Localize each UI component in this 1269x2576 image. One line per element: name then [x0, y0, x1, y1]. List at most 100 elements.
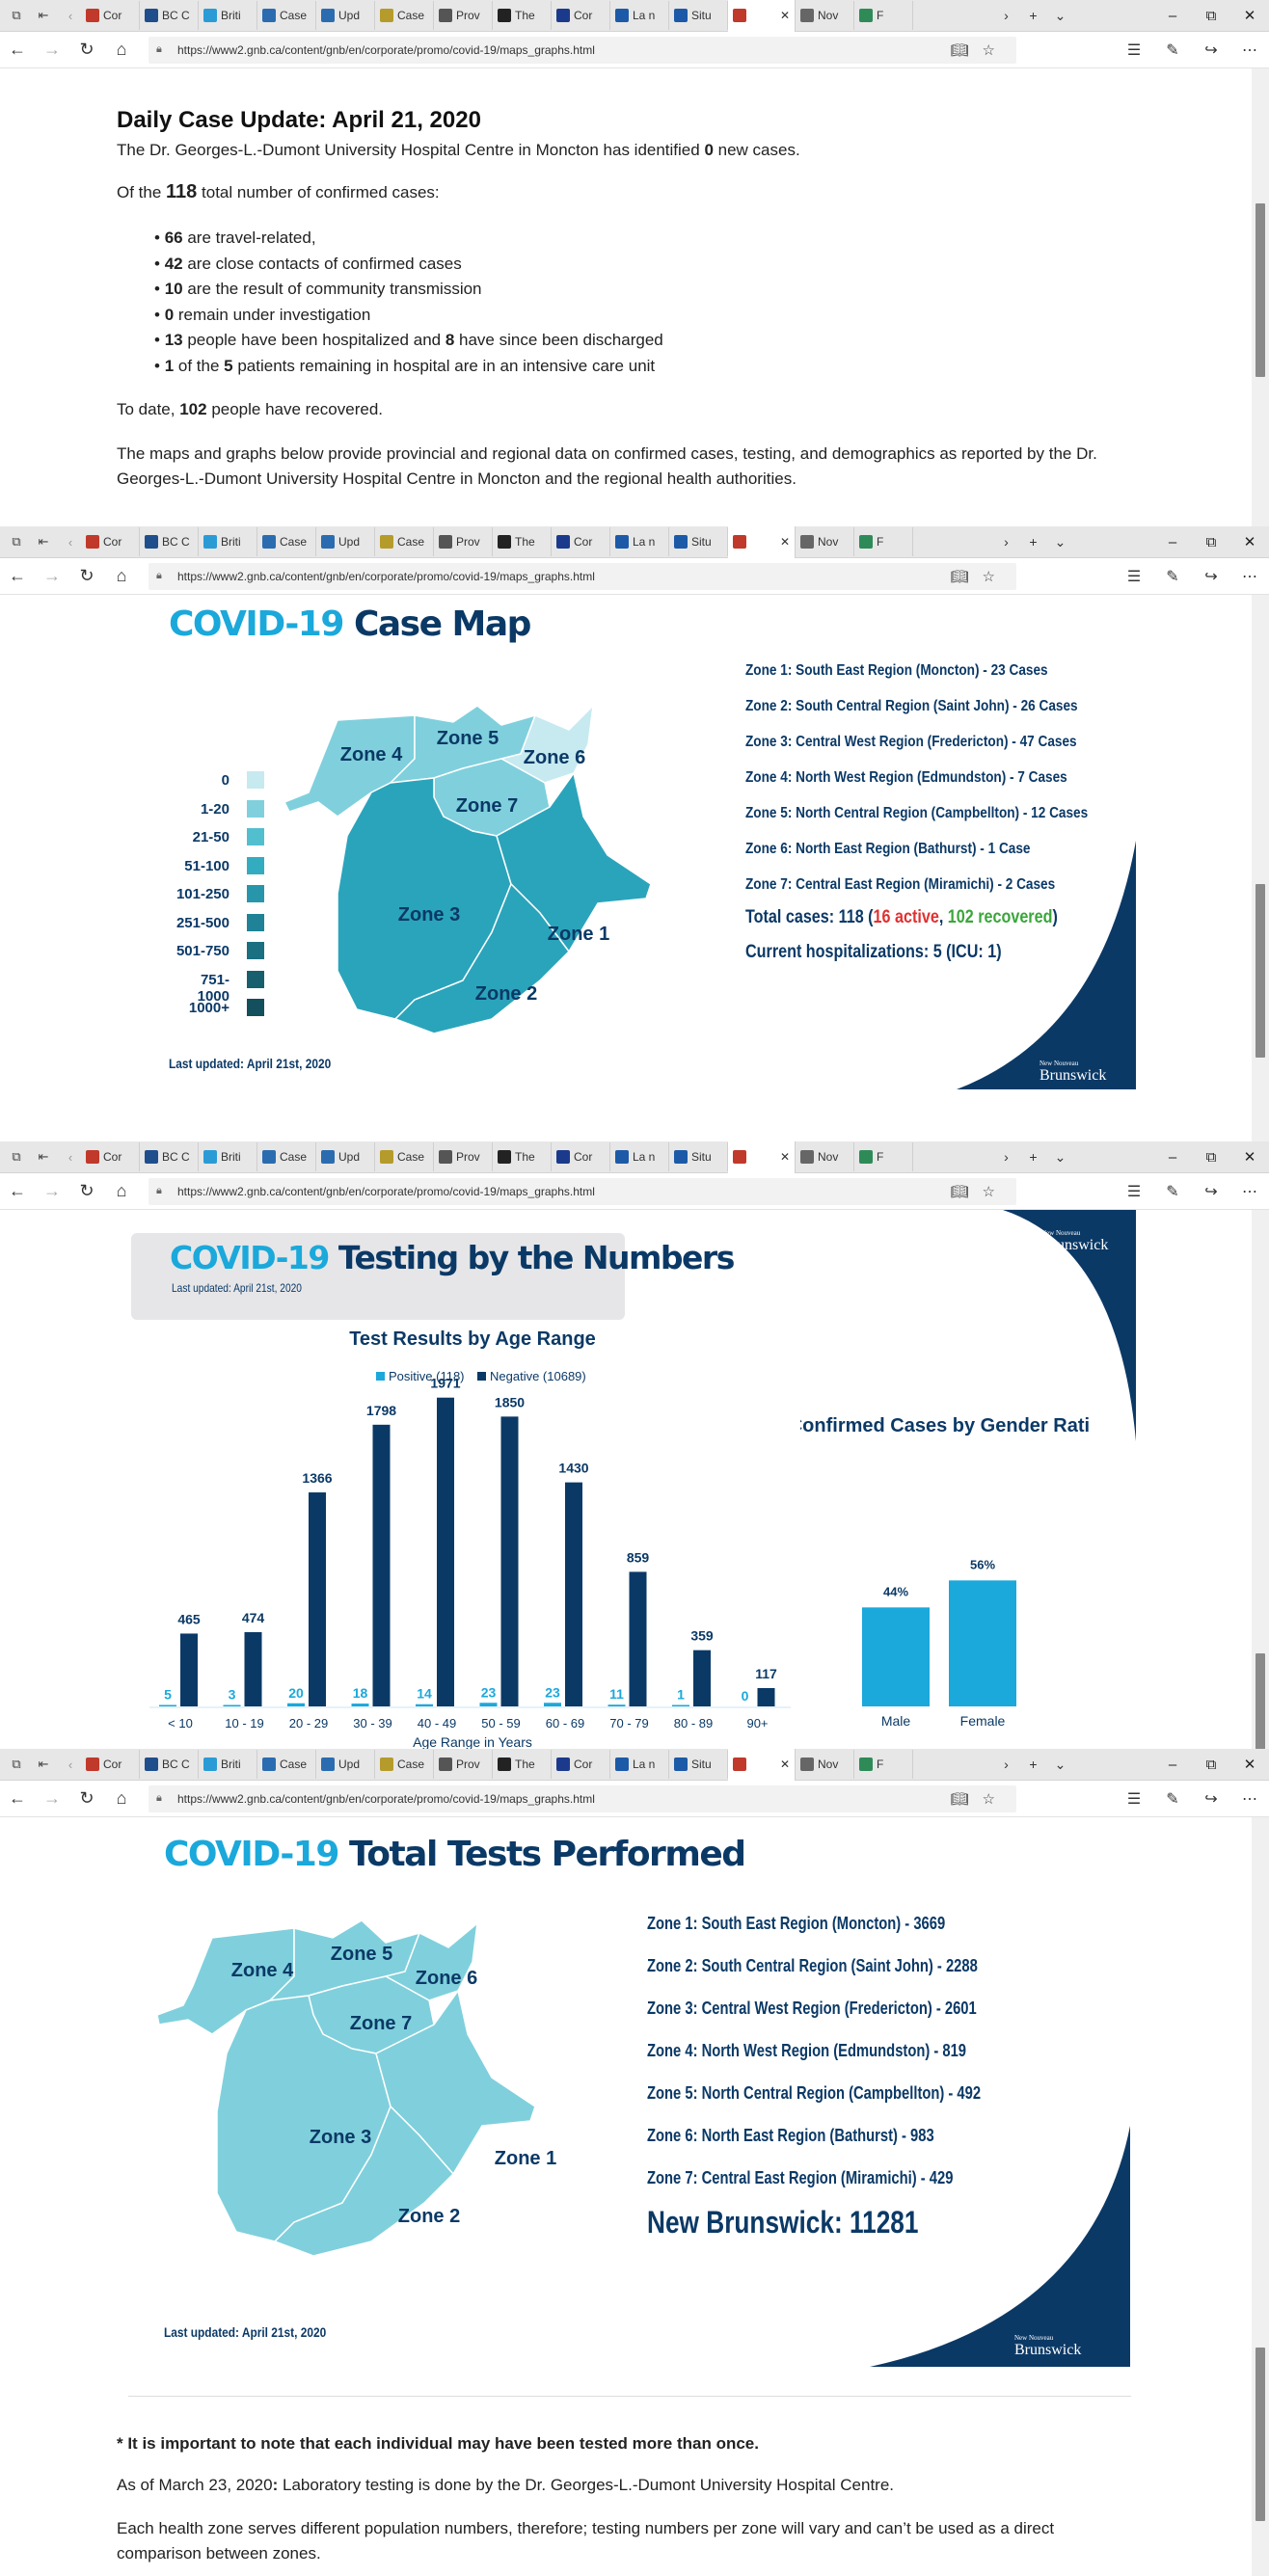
browser-tab[interactable]: Cor [81, 527, 140, 556]
close-tab-icon[interactable]: ✕ [779, 1150, 790, 1164]
browser-tab[interactable]: Cor [81, 1750, 140, 1779]
browser-tab[interactable]: F [854, 527, 913, 556]
url-field[interactable]: 🔒︎ https://www2.gnb.ca/content/gnb/en/cor… [148, 1177, 1016, 1205]
url-field[interactable]: 🔒︎ https://www2.gnb.ca/content/gnb/en/cor… [148, 562, 1016, 590]
scrollbar[interactable] [1252, 68, 1269, 526]
browser-tab[interactable]: The [493, 527, 552, 556]
browser-tab[interactable]: BC C [140, 1, 199, 30]
browser-tab[interactable]: F [854, 1142, 913, 1171]
browser-tab[interactable]: ✕ [728, 1749, 796, 1781]
tabs-scroll-right-icon[interactable]: › [1004, 8, 1009, 23]
close-window-icon[interactable]: ✕ [1243, 1149, 1256, 1166]
browser-tab[interactable]: Case [375, 527, 434, 556]
browser-tab[interactable]: La n [610, 1, 669, 30]
tab-list-chevron-icon[interactable]: ⌄ [1054, 1756, 1066, 1772]
back-arrow-icon[interactable]: ← [9, 1181, 26, 1200]
more-icon[interactable]: ⋯ [1242, 1790, 1257, 1808]
refresh-icon[interactable]: ↻ [79, 1181, 94, 1200]
browser-tab[interactable]: ✕ [728, 1141, 796, 1173]
minimize-icon[interactable]: – [1168, 1756, 1177, 1773]
browser-tab[interactable]: Prov [434, 1, 493, 30]
browser-tab[interactable]: F [854, 1, 913, 30]
browser-tab[interactable]: Prov [434, 527, 493, 556]
home-icon[interactable]: ⌂ [116, 40, 127, 59]
browser-tab[interactable]: Prov [434, 1142, 493, 1171]
favorite-star-icon[interactable]: ☆ [982, 568, 1009, 585]
minimize-icon[interactable]: – [1168, 533, 1177, 550]
maximize-icon[interactable]: ⧉ [1205, 7, 1217, 24]
browser-tab[interactable]: Cor [552, 1750, 610, 1779]
share-icon[interactable]: ↪ [1204, 1183, 1218, 1200]
close-window-icon[interactable]: ✕ [1243, 8, 1256, 24]
favorite-star-icon[interactable]: ☆ [982, 41, 1009, 59]
browser-tab[interactable]: Briti [199, 1, 257, 30]
browser-tab[interactable]: BC C [140, 1750, 199, 1779]
browser-tab[interactable]: Cor [81, 1, 140, 30]
reading-view-icon[interactable]: 📖︎ [950, 1790, 983, 1808]
favorites-list-icon[interactable]: ☰ [1126, 41, 1142, 59]
url-field[interactable]: 🔒︎ https://www2.gnb.ca/content/gnb/en/cor… [148, 1784, 1016, 1812]
browser-tab[interactable]: Upd [316, 527, 375, 556]
back-arrow-icon[interactable]: ← [9, 40, 26, 59]
maximize-icon[interactable]: ⧉ [1205, 1148, 1217, 1166]
new-tab-icon[interactable]: + [1029, 534, 1038, 550]
browser-tab[interactable]: Upd [316, 1750, 375, 1779]
favorites-list-icon[interactable]: ☰ [1126, 568, 1142, 585]
browser-tab[interactable]: Case [257, 1142, 316, 1171]
tabs-scroll-left-icon[interactable]: ‹ [68, 8, 73, 23]
browser-tab[interactable]: Situ [669, 527, 728, 556]
reading-view-icon[interactable]: 📖︎ [950, 1183, 983, 1200]
browser-tab[interactable]: Case [375, 1142, 434, 1171]
forward-arrow-icon[interactable]: → [43, 40, 61, 59]
tab-actions-icon[interactable]: ⧉ [12, 1149, 21, 1164]
browser-tab[interactable]: Cor [81, 1142, 140, 1171]
new-tab-icon[interactable]: + [1029, 1149, 1038, 1165]
close-window-icon[interactable]: ✕ [1243, 534, 1256, 550]
close-tab-icon[interactable]: ✕ [779, 1758, 790, 1771]
minimize-icon[interactable]: – [1168, 1148, 1177, 1166]
browser-tab[interactable]: Case [257, 527, 316, 556]
home-icon[interactable]: ⌂ [116, 566, 127, 585]
favorite-star-icon[interactable]: ☆ [982, 1183, 1009, 1200]
pen-icon[interactable]: ✎ [1166, 41, 1179, 59]
tabs-scroll-left-icon[interactable]: ‹ [68, 1757, 73, 1772]
browser-tab[interactable]: Nov [796, 527, 854, 556]
browser-tab[interactable]: Situ [669, 1750, 728, 1779]
set-aside-tabs-icon[interactable]: ⇤ [38, 534, 49, 549]
tab-list-chevron-icon[interactable]: ⌄ [1054, 7, 1066, 23]
close-tab-icon[interactable]: ✕ [779, 535, 790, 549]
browser-tab[interactable]: BC C [140, 1142, 199, 1171]
new-tab-icon[interactable]: + [1029, 1757, 1038, 1772]
forward-arrow-icon[interactable]: → [43, 1788, 61, 1808]
browser-tab[interactable]: La n [610, 527, 669, 556]
tabs-scroll-right-icon[interactable]: › [1004, 1149, 1009, 1165]
browser-tab[interactable]: Cor [552, 1142, 610, 1171]
browser-tab[interactable]: ✕ [728, 526, 796, 558]
favorites-list-icon[interactable]: ☰ [1126, 1790, 1142, 1808]
home-icon[interactable]: ⌂ [116, 1181, 127, 1200]
favorites-list-icon[interactable]: ☰ [1126, 1183, 1142, 1200]
tabs-scroll-left-icon[interactable]: ‹ [68, 1149, 73, 1165]
back-arrow-icon[interactable]: ← [9, 566, 26, 585]
set-aside-tabs-icon[interactable]: ⇤ [38, 1149, 49, 1164]
scrollbar[interactable] [1252, 595, 1269, 1141]
browser-tab[interactable]: ✕ [728, 0, 796, 32]
tab-actions-icon[interactable]: ⧉ [12, 8, 21, 22]
home-icon[interactable]: ⌂ [116, 1788, 127, 1808]
browser-tab[interactable]: Upd [316, 1, 375, 30]
browser-tab[interactable]: La n [610, 1750, 669, 1779]
close-window-icon[interactable]: ✕ [1243, 1757, 1256, 1773]
browser-tab[interactable]: Briti [199, 1750, 257, 1779]
maximize-icon[interactable]: ⧉ [1205, 533, 1217, 550]
share-icon[interactable]: ↪ [1204, 41, 1218, 59]
browser-tab[interactable]: Case [375, 1750, 434, 1779]
browser-tab[interactable]: Case [375, 1, 434, 30]
forward-arrow-icon[interactable]: → [43, 1181, 61, 1200]
tabs-scroll-right-icon[interactable]: › [1004, 1757, 1009, 1772]
browser-tab[interactable]: Case [257, 1750, 316, 1779]
browser-tab[interactable]: The [493, 1750, 552, 1779]
browser-tab[interactable]: Prov [434, 1750, 493, 1779]
tab-actions-icon[interactable]: ⧉ [12, 1757, 21, 1771]
forward-arrow-icon[interactable]: → [43, 566, 61, 585]
browser-tab[interactable]: F [854, 1750, 913, 1779]
